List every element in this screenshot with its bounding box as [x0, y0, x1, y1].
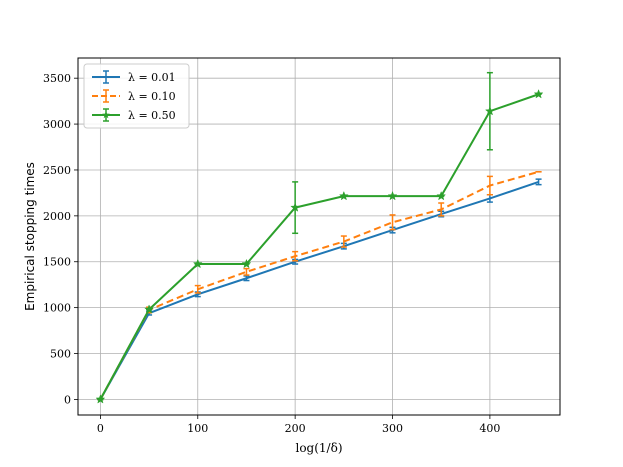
x-tick-label: 0	[97, 422, 104, 435]
y-tick-label: 1500	[43, 256, 71, 269]
x-tick-label: 300	[382, 422, 403, 435]
x-axis-label: log(1/δ)	[295, 441, 342, 455]
y-tick-label: 500	[50, 348, 71, 361]
legend-item: λ = 0.10	[92, 89, 176, 103]
legend-marker	[102, 111, 110, 119]
data-point	[338, 190, 349, 201]
data-point	[436, 190, 447, 201]
legend-label: λ = 0.10	[128, 90, 176, 103]
x-tick-label: 100	[187, 422, 208, 435]
y-tick-label: 0	[64, 393, 71, 406]
series-line	[99, 180, 539, 400]
x-tick-label: 400	[479, 422, 500, 435]
y-tick-label: 2000	[43, 210, 71, 223]
x-tick-label: 200	[285, 422, 306, 435]
y-tick-label: 2500	[43, 164, 71, 177]
data-point	[387, 190, 398, 201]
ticks: 0 100 200 300 400 0 500 1000 1500 2000 2500 3000 350…	[43, 72, 500, 435]
legend-label: λ = 0.50	[128, 109, 176, 122]
data-point	[192, 258, 203, 269]
series-line	[99, 93, 539, 400]
legend-label: λ = 0.01	[128, 71, 176, 84]
series-line	[99, 170, 539, 400]
data-point	[241, 258, 252, 269]
data-point	[533, 89, 544, 99]
y-tick-label: 1000	[43, 302, 71, 315]
series-2	[97, 170, 542, 401]
data-point	[484, 106, 495, 116]
series-3	[95, 71, 544, 404]
legend-box	[83, 63, 190, 129]
y-tick-label: 3500	[43, 72, 71, 85]
data-point	[144, 304, 155, 314]
data-point	[290, 202, 301, 212]
y-tick-label: 3000	[43, 118, 71, 131]
legend-item: λ = 0.50	[92, 108, 176, 122]
series-1	[97, 178, 542, 401]
legend-item: λ = 0.01	[92, 70, 176, 84]
plot-frame	[77, 57, 561, 416]
legend: λ = 0.01 λ = 0.10 λ = 0.50	[83, 63, 190, 129]
y-axis-label: Empirical stopping times	[23, 162, 37, 311]
series-layer	[95, 71, 544, 404]
data-point	[95, 394, 106, 404]
